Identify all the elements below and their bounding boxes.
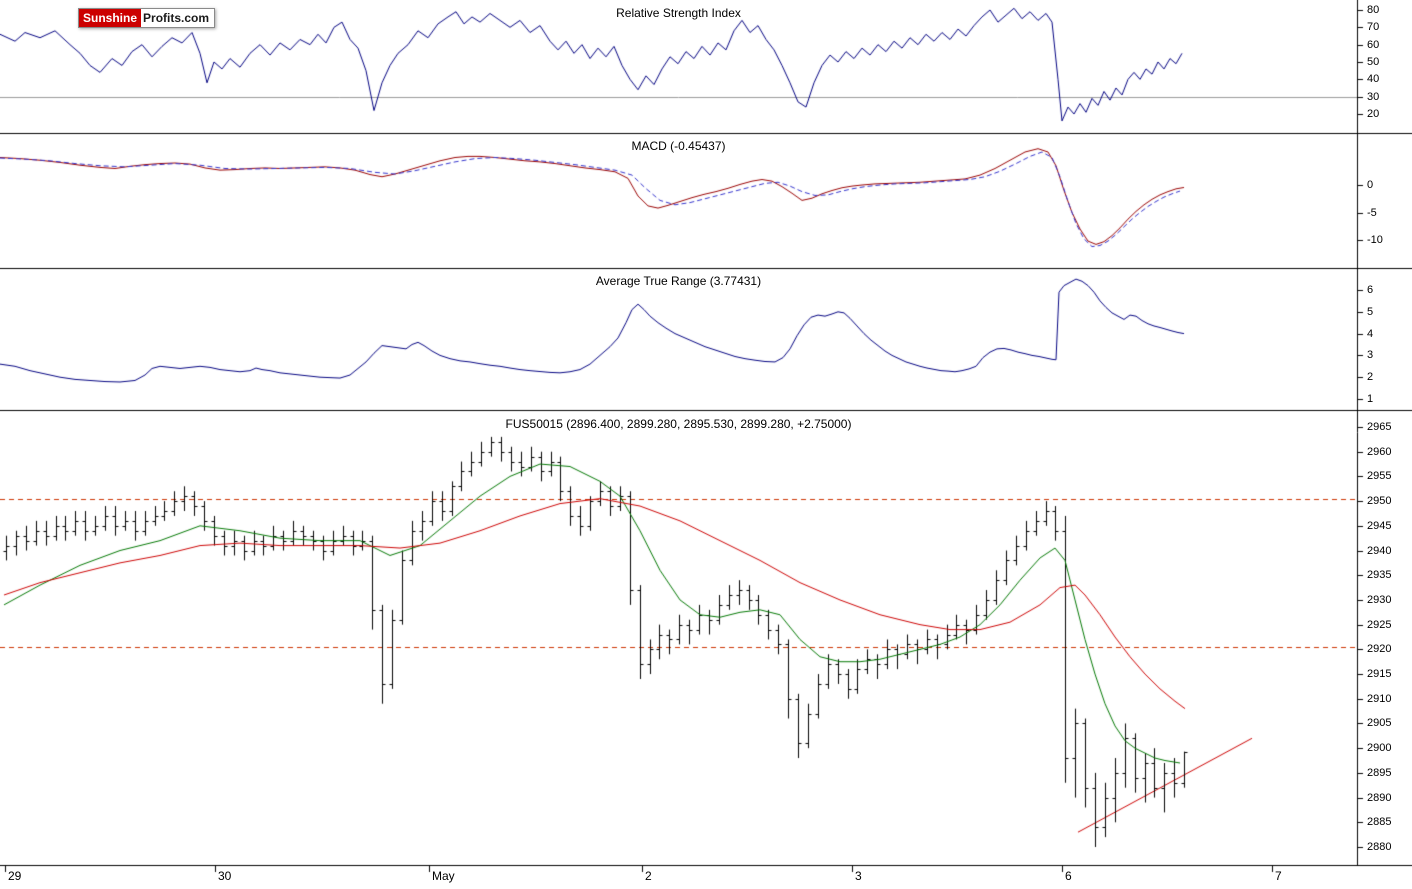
y-axis-label: 2880 (1367, 841, 1392, 853)
y-axis-label: 2910 (1367, 692, 1392, 705)
watermark-logo[interactable]: Sunshine Profits.com (78, 8, 216, 28)
logo-sunshine: Sunshine (79, 9, 142, 27)
y-axis-label: 20 (1367, 108, 1380, 120)
macd-title: MACD (-0.45437) (631, 139, 726, 153)
x-axis-label: 6 (1065, 869, 1072, 883)
y-axis-label: 2945 (1367, 519, 1392, 532)
price-title: FUS50015 (2896.400, 2899.280, 2895.530, … (505, 417, 852, 431)
y-axis-label: 1 (1367, 393, 1374, 405)
x-axis-label: 29 (8, 869, 22, 883)
rsi-title: Relative Strength Index (616, 6, 741, 20)
y-axis-label: 2960 (1367, 445, 1392, 458)
y-axis-label: 2895 (1367, 766, 1392, 779)
y-axis-label: 2915 (1367, 668, 1392, 681)
x-axis-label: 2 (645, 869, 652, 883)
y-axis-label: 2905 (1367, 717, 1392, 730)
y-axis-label: 2950 (1367, 495, 1392, 508)
y-axis-label: 30 (1367, 90, 1380, 103)
y-axis-label: 2925 (1367, 618, 1392, 631)
y-axis-label: 2890 (1367, 791, 1392, 804)
y-axis-label: 2955 (1367, 470, 1392, 483)
y-axis-label: 50 (1367, 56, 1380, 68)
y-axis-label: 2920 (1367, 643, 1392, 656)
y-axis-label: 80 (1367, 4, 1380, 16)
y-axis-label: 2 (1367, 371, 1374, 384)
y-axis-label: 5 (1367, 305, 1374, 318)
y-axis-label: 2885 (1367, 816, 1392, 829)
y-axis-label: 4 (1367, 327, 1374, 340)
atr-title: Average True Range (3.77431) (595, 274, 762, 288)
x-axis-label: May (432, 869, 455, 883)
y-axis-label: 2935 (1367, 569, 1392, 582)
x-axis-label: 7 (1275, 869, 1282, 883)
logo-profits: Profits.com (141, 9, 215, 27)
y-axis-label: 0 (1367, 179, 1374, 191)
y-axis-label: 60 (1367, 38, 1380, 51)
y-axis-label: 3 (1367, 349, 1374, 362)
y-axis-label: 2940 (1367, 544, 1392, 557)
x-axis-label: 30 (218, 869, 232, 883)
y-axis-label: 2965 (1367, 421, 1392, 433)
x-axis-label: 3 (855, 869, 862, 883)
y-axis-label: 70 (1367, 21, 1380, 34)
y-axis-label: -5 (1367, 206, 1377, 219)
y-axis-label: 2900 (1367, 742, 1392, 755)
y-axis-label: 2930 (1367, 593, 1392, 606)
y-axis-label: -10 (1367, 234, 1383, 246)
y-axis-label: 40 (1367, 73, 1380, 86)
y-axis-label: 6 (1367, 284, 1374, 296)
